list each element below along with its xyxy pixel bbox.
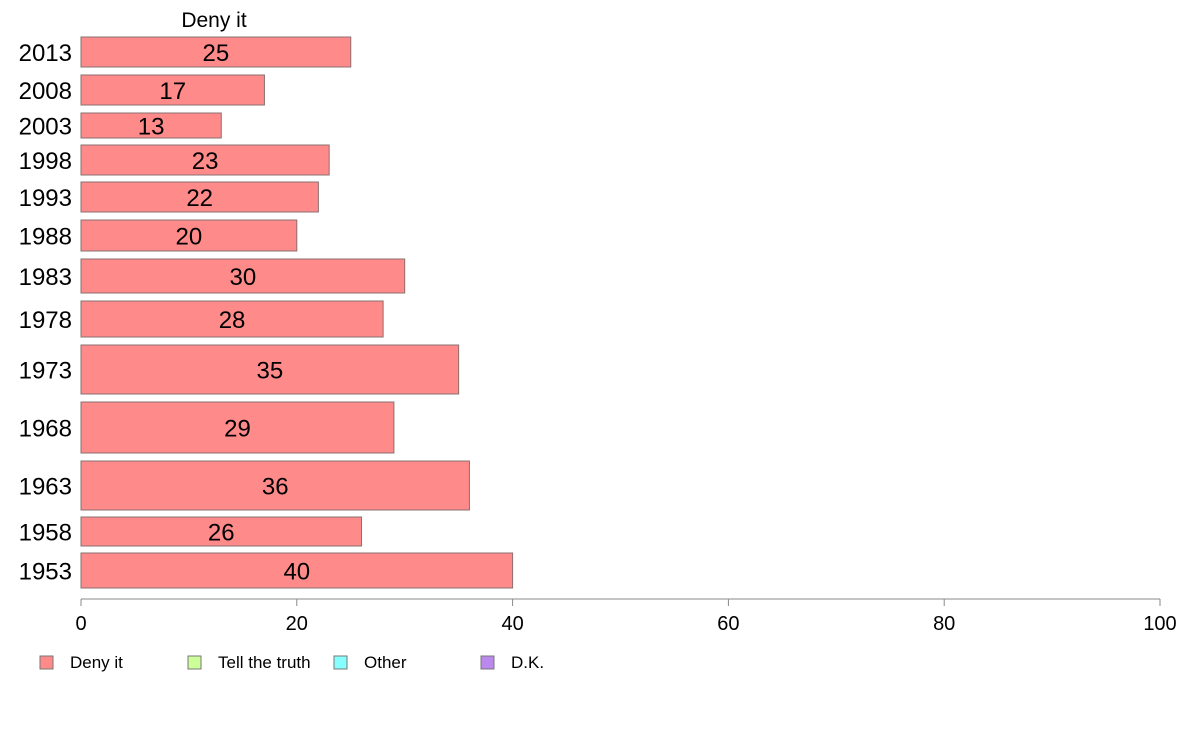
legend-swatch: [333, 655, 348, 670]
x-tick-label: 0: [75, 613, 86, 635]
bar-value-label: 20: [176, 224, 203, 251]
panel-title: Deny it: [181, 9, 247, 32]
year-label: 1968: [19, 416, 72, 443]
bar-1958: [80, 516, 363, 547]
bar-value-label: 29: [224, 416, 251, 443]
year-label: 1998: [19, 148, 72, 175]
legend-label: Other: [364, 653, 407, 672]
year-label: 1988: [19, 224, 72, 251]
bar-2008: [80, 74, 265, 106]
legend-label: Deny it: [70, 653, 123, 672]
x-tick-label: 80: [933, 613, 955, 635]
legend-swatch: [480, 655, 495, 670]
legend-swatch: [39, 655, 54, 670]
bar-value-label: 22: [186, 185, 213, 212]
bar-value-label: 26: [208, 520, 235, 547]
bar-value-label: 40: [283, 559, 310, 586]
year-label: 1983: [19, 264, 72, 291]
bar-1953: [80, 552, 514, 589]
bar-value-label: 28: [219, 307, 246, 334]
year-label: 1953: [19, 559, 72, 586]
bar-1963: [80, 460, 470, 511]
x-tick-label: 40: [501, 613, 523, 635]
year-label: 1993: [19, 185, 72, 212]
bar-value-label: 25: [203, 40, 230, 67]
bar-1988: [80, 219, 298, 252]
year-label: 2008: [19, 78, 72, 105]
bar-1978: [80, 300, 384, 338]
bar-value-label: 17: [159, 78, 186, 105]
bar-2013: [80, 36, 352, 68]
bars-group: 25 2013 17 2008 13 2003 23 1998 22 1993 20 1988 30 19…: [19, 36, 514, 589]
bar-1968: [80, 401, 395, 454]
bar-1998: [80, 144, 330, 176]
legend-label: Tell the truth: [218, 653, 311, 672]
legend: Deny it Tell the truth Other D.K.: [39, 653, 544, 672]
year-label: 1978: [19, 307, 72, 334]
bar-value-label: 30: [229, 264, 256, 291]
year-label: 1958: [19, 520, 72, 547]
bar-value-label: 13: [138, 114, 165, 141]
legend-swatch: [187, 655, 202, 670]
x-tick-label: 60: [717, 613, 739, 635]
year-label: 1973: [19, 358, 72, 385]
year-label: 1963: [19, 474, 72, 501]
year-label: 2003: [19, 114, 72, 141]
bar-value-label: 36: [262, 474, 289, 501]
legend-label: D.K.: [511, 653, 544, 672]
bar-1983: [80, 258, 406, 294]
x-tick-label: 100: [1143, 613, 1176, 635]
bar-value-label: 35: [256, 358, 283, 385]
bar-2003: [80, 112, 222, 139]
bar-value-label: 23: [192, 148, 219, 175]
year-label: 2013: [19, 40, 72, 67]
bar-1993: [80, 181, 319, 213]
bar-1973: [80, 344, 460, 395]
x-tick-label: 20: [286, 613, 308, 635]
x-axis: 0 20 40 60 80 100: [75, 598, 1177, 635]
